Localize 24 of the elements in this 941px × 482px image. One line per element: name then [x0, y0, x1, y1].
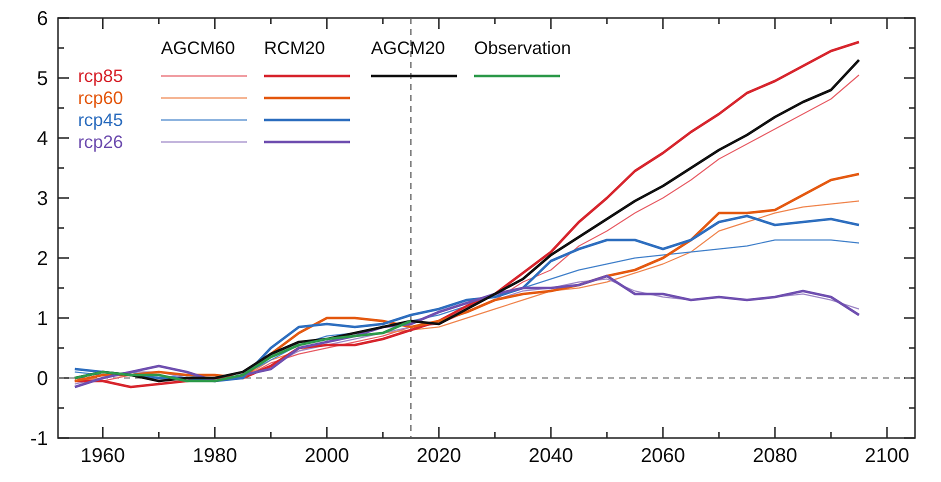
x-tick-label: 2060 [640, 445, 686, 467]
y-tick-label: -1 [30, 428, 48, 450]
x-tick-label: 2040 [528, 445, 574, 467]
y-tick-label: 1 [36, 308, 48, 330]
annotation: RCM20 [264, 38, 326, 58]
y-tick-label: 3 [36, 188, 48, 210]
x-tick-label: 2080 [752, 445, 798, 467]
annotation: rcp45 [78, 110, 124, 130]
y-tick-label: 0 [36, 368, 48, 390]
x-tick-label: 2000 [304, 445, 350, 467]
annotation: Observation [474, 38, 572, 58]
y-tick-label: 4 [36, 128, 48, 150]
x-tick-label: 2020 [416, 445, 462, 467]
annotation: rcp60 [78, 88, 124, 108]
annotation: AGCM20 [371, 38, 446, 58]
y-tick-label: 2 [36, 248, 48, 270]
y-tick-label: 5 [36, 68, 48, 90]
x-tick-label: 1980 [192, 445, 238, 467]
y-tick-label: 6 [36, 8, 48, 30]
x-tick-label: 2100 [864, 445, 910, 467]
annotation: AGCM60 [161, 38, 236, 58]
annotation: rcp26 [78, 132, 124, 152]
x-tick-label: 1960 [80, 445, 126, 467]
annotation: rcp85 [78, 66, 124, 86]
